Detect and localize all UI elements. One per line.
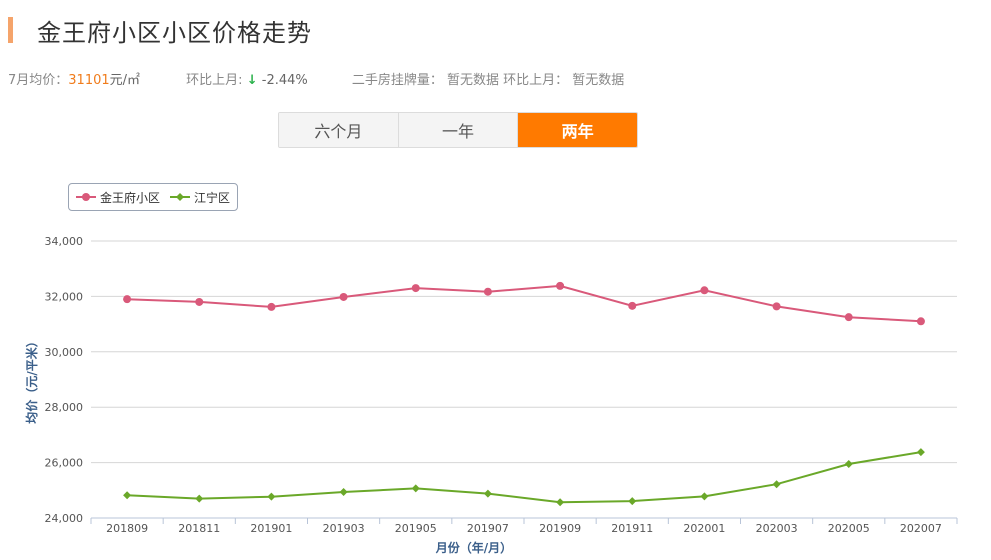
series-1-point bbox=[123, 491, 132, 500]
tab-one-year[interactable]: 一年 bbox=[398, 113, 519, 147]
listing-stats: 二手房挂牌量： 暂无数据 环比上月： 暂无数据 bbox=[351, 73, 625, 88]
price-stats: 7月均价：31101元/㎡ 环比上月: ↓ -2.44% 二手房挂牌量： 暂无数… bbox=[8, 69, 624, 88]
series-0-point bbox=[483, 287, 492, 296]
mom-change-value: -2.44% bbox=[261, 73, 308, 88]
legend-item-community[interactable]: 金王府小区 bbox=[76, 189, 160, 206]
legend-label-community: 金王府小区 bbox=[100, 190, 161, 205]
page-title: 金王府小区小区价格走势 bbox=[37, 18, 312, 47]
down-arrow-icon: ↓ bbox=[246, 73, 258, 88]
x-tick-label: 201909 bbox=[539, 522, 581, 535]
x-tick-label: 202005 bbox=[828, 522, 870, 535]
x-tick-label: 201905 bbox=[395, 522, 437, 535]
series-1-point bbox=[916, 448, 925, 457]
legend-label-district: 江宁区 bbox=[194, 190, 231, 205]
series-0-point bbox=[195, 297, 204, 306]
series-0-point bbox=[700, 286, 709, 295]
tab-two-years[interactable]: 两年 bbox=[518, 113, 637, 147]
series-0-point bbox=[556, 281, 565, 290]
avg-price-unit: 元/㎡ bbox=[109, 73, 141, 88]
y-tick-label: 32,000 bbox=[45, 290, 84, 303]
series-1-point bbox=[844, 459, 853, 468]
circle-marker-icon bbox=[76, 193, 96, 201]
chart-legend: 金王府小区 江宁区 bbox=[68, 183, 239, 211]
x-tick-label: 201907 bbox=[467, 522, 509, 535]
x-tick-label: 201911 bbox=[611, 522, 653, 535]
series-0-point bbox=[628, 301, 637, 310]
x-tick-label: 202007 bbox=[900, 522, 942, 535]
series-1-point bbox=[411, 484, 420, 493]
tab-six-months[interactable]: 六个月 bbox=[279, 113, 399, 147]
x-tick-label: 201901 bbox=[250, 522, 292, 535]
title-bar: 金王府小区小区价格走势 bbox=[8, 16, 312, 47]
period-tabs: 六个月 一年 两年 bbox=[278, 112, 638, 148]
x-tick-label: 202003 bbox=[756, 522, 798, 535]
series-1-point bbox=[195, 494, 204, 503]
series-0-point bbox=[267, 302, 276, 311]
series-0-point bbox=[844, 313, 853, 322]
y-tick-label: 26,000 bbox=[45, 457, 84, 470]
series-line-0 bbox=[127, 284, 921, 323]
avg-price-label: 7月均价： bbox=[8, 73, 69, 88]
y-tick-label: 34,000 bbox=[45, 235, 84, 248]
avg-price-value: 31101 bbox=[68, 73, 110, 88]
series-1-point bbox=[700, 492, 709, 501]
x-tick-label: 201809 bbox=[106, 522, 148, 535]
series-1-point bbox=[772, 480, 781, 489]
series-1-point bbox=[628, 497, 637, 506]
y-axis-title: 均价（元/平米） bbox=[24, 335, 39, 423]
y-tick-label: 24,000 bbox=[45, 512, 84, 525]
y-tick-label: 28,000 bbox=[45, 401, 84, 414]
series-0-point bbox=[339, 292, 348, 301]
series-1-point bbox=[267, 492, 276, 501]
x-tick-label: 201903 bbox=[323, 522, 365, 535]
series-0-point bbox=[411, 284, 420, 293]
title-accent-bar bbox=[8, 17, 13, 43]
series-1-point bbox=[483, 489, 492, 498]
series-1-point bbox=[339, 487, 348, 496]
legend-item-district[interactable]: 江宁区 bbox=[170, 189, 230, 206]
y-tick-label: 30,000 bbox=[45, 346, 84, 359]
x-axis-title: 月份（年/月） bbox=[435, 540, 512, 555]
diamond-marker-icon bbox=[170, 193, 191, 201]
x-tick-label: 202001 bbox=[683, 522, 725, 535]
series-1-point bbox=[556, 498, 565, 507]
series-0-point bbox=[916, 317, 925, 326]
series-0-point bbox=[123, 295, 132, 304]
series-line-1 bbox=[127, 451, 922, 504]
mom-label: 环比上月: bbox=[186, 73, 243, 88]
series-0-point bbox=[772, 302, 781, 311]
x-tick-label: 201811 bbox=[178, 522, 220, 535]
